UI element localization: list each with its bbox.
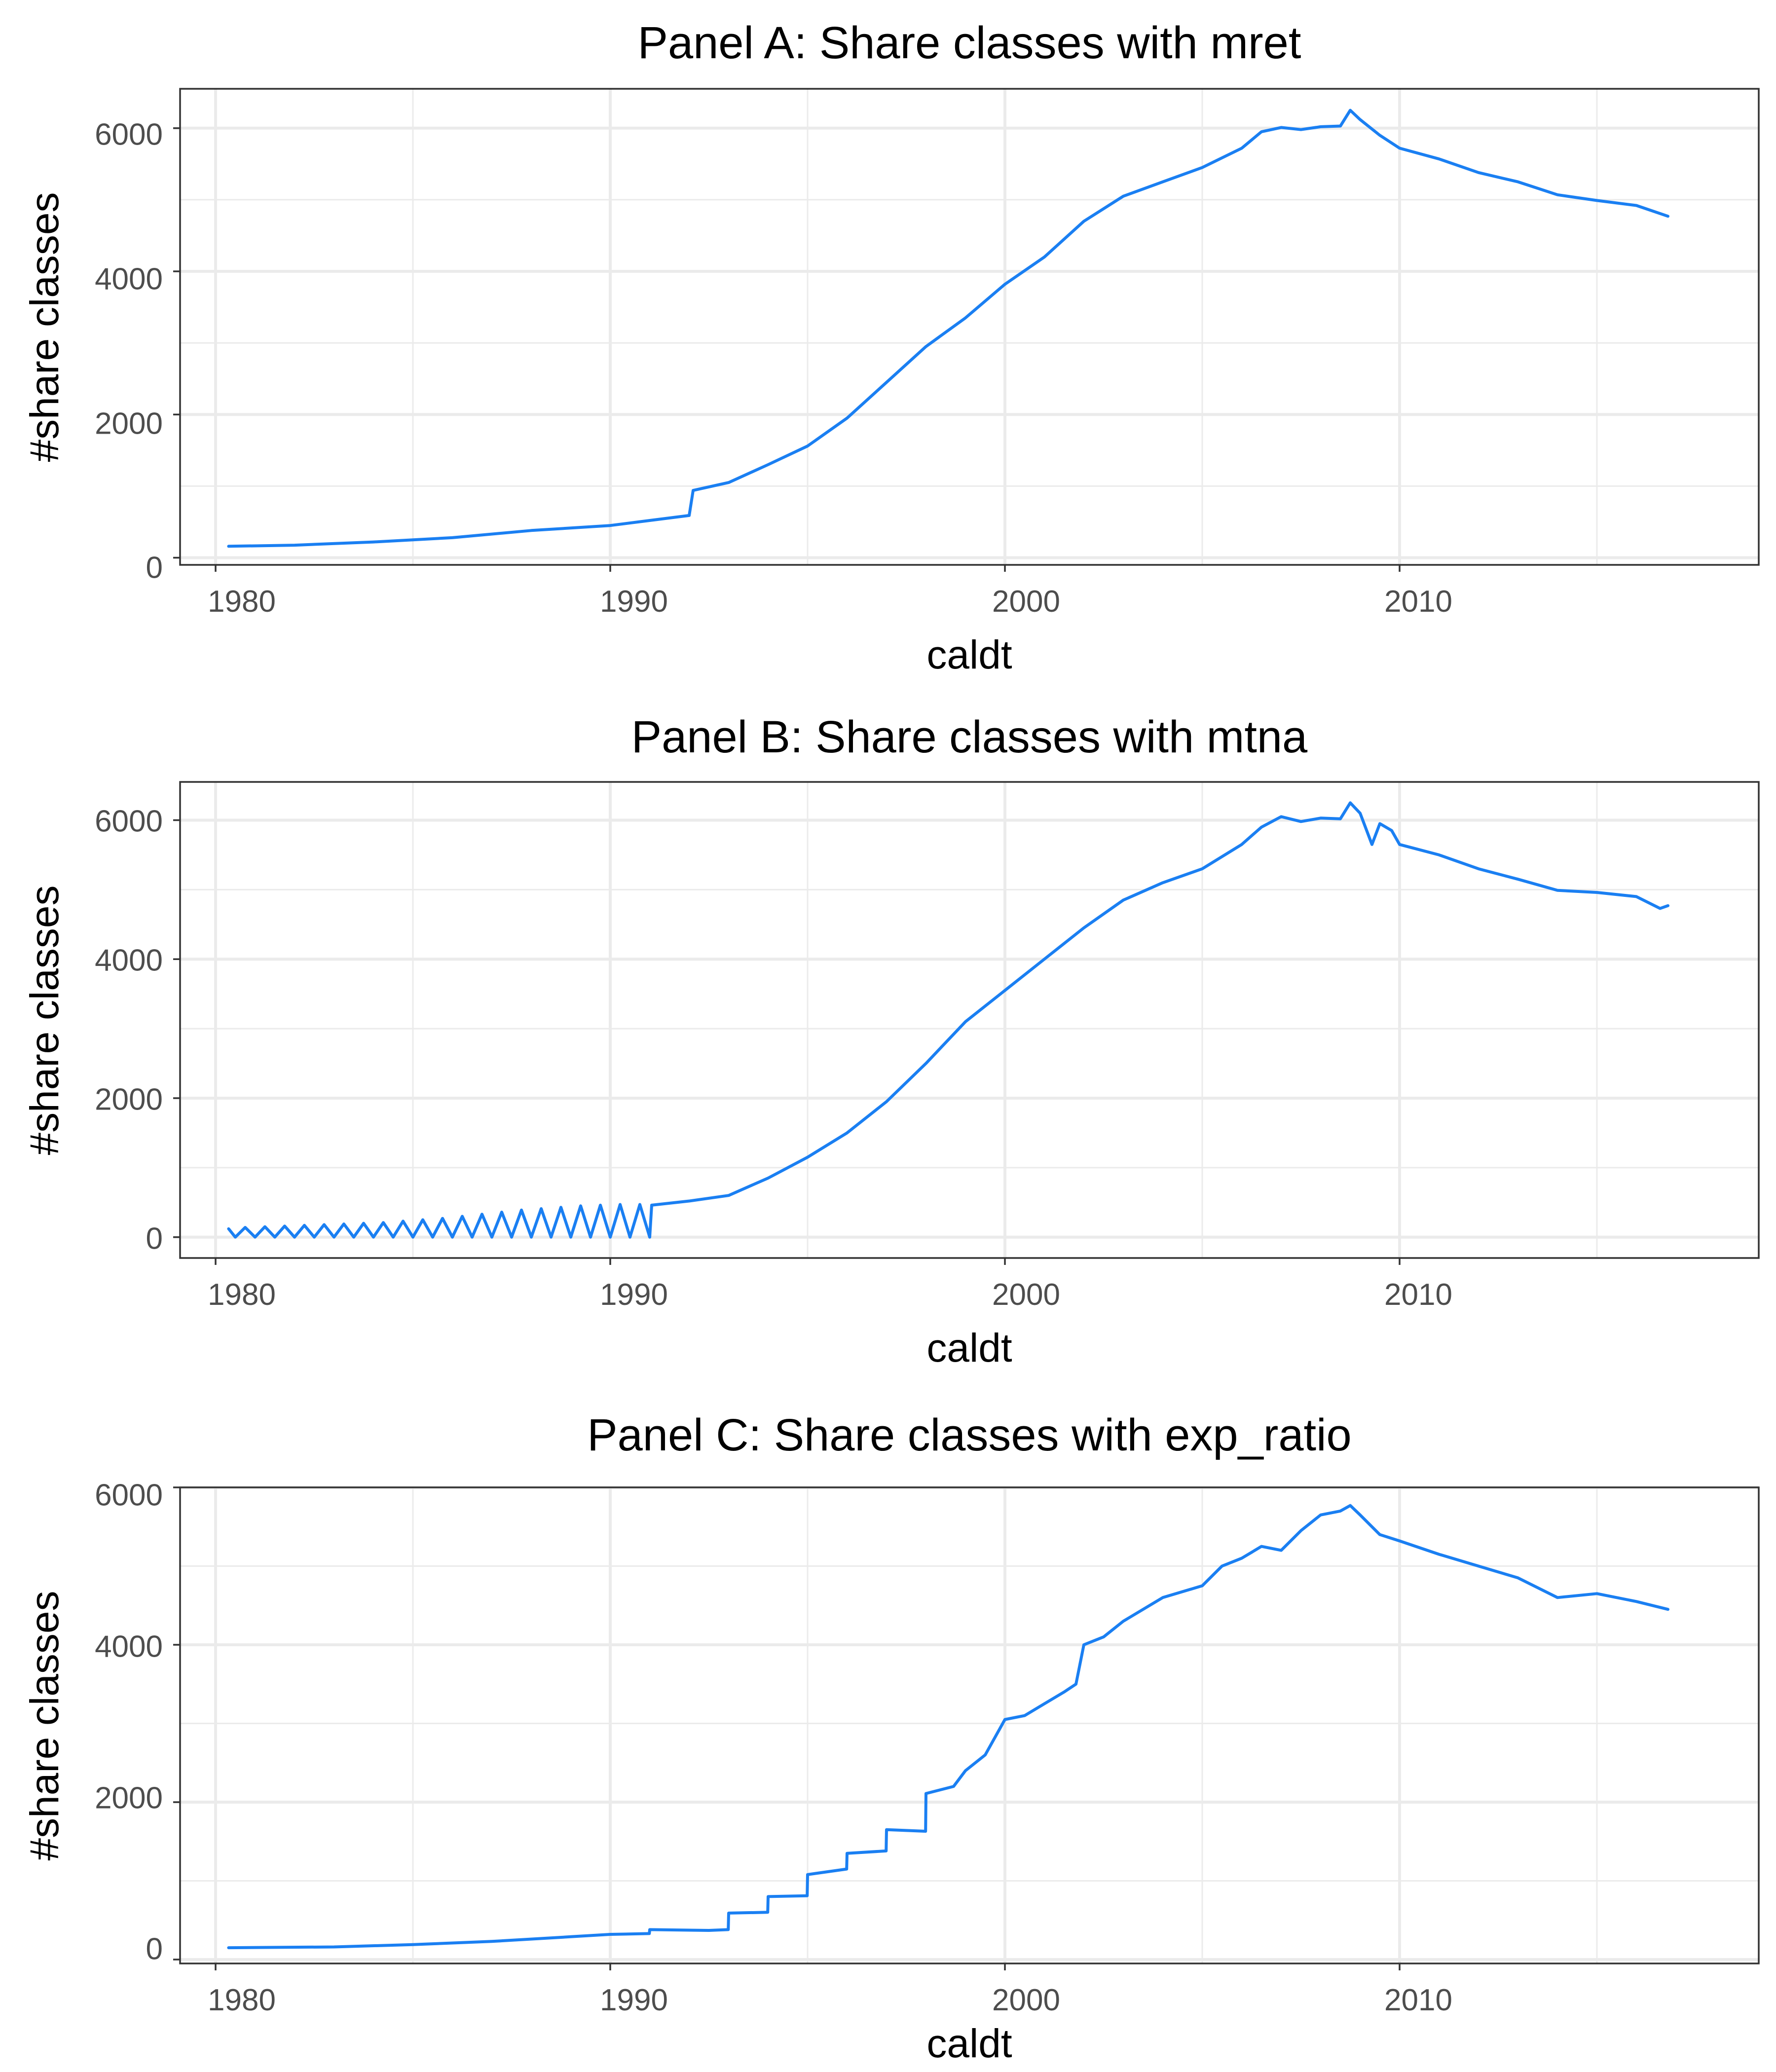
panel-a-title: Panel A: Share classes with mret [638,18,1301,68]
series-line [227,109,1669,548]
panel-b-x-axis-title: caldt [926,1326,1012,1370]
panel-b-grid [180,782,1759,1258]
panel-b: Panel B: Share classes with mtna 0 2000 … [22,712,1760,1370]
panel-b-series-layer [227,801,1669,1239]
panel-c-x-tick-label: 2000 [992,1983,1060,2017]
panel-a-series-layer [227,109,1669,548]
panel-c-y-tick-label: 0 [146,1932,163,1966]
series-line [227,1504,1669,1950]
panel-b-y-tick-label: 4000 [95,943,163,977]
series-line [227,801,1669,1239]
panel-a-x-tick-label: 1980 [208,585,276,619]
panel-c-x-axis-title: caldt [926,2021,1012,2066]
panel-c-y-tick-label: 4000 [95,1629,163,1664]
panel-b-x-tick-label: 1980 [208,1278,276,1312]
panel-b-x-tick-label: 2010 [1384,1278,1452,1312]
panel-a-x-tick-label: 2010 [1384,585,1452,619]
panel-c: Panel C: Share classes with exp_ratio 0 … [22,1410,1760,2066]
panel-c-x-tick-label: 1980 [208,1983,276,2017]
panel-c-y-axis-title: #share classes [22,1591,67,1861]
panel-b-y-tick-label: 2000 [95,1082,163,1116]
panel-b-y-tick-label: 0 [146,1221,163,1256]
panel-c-x-tick-label: 1990 [600,1983,668,2017]
panel-c-plot-border [179,1486,1760,1964]
panel-a-y-tick-label: 6000 [95,117,163,151]
panel-c-ticks [173,1486,1401,1970]
panel-a-plot-border [179,88,1760,566]
panel-b-y-axis-title: #share classes [22,886,67,1155]
panel-b-x-tick-label: 1990 [600,1278,668,1312]
panel-c-series-layer [227,1504,1669,1950]
panel-a-ticks [173,127,1401,572]
panel-a-x-tick-label: 2000 [992,585,1060,619]
panel-a-x-tick-label: 1990 [600,585,668,619]
panel-b-x-tick-label: 2000 [992,1278,1060,1312]
panel-b-ticks [173,819,1401,1265]
panel-b-title: Panel B: Share classes with mtna [631,712,1308,762]
panel-b-y-tick-label: 6000 [95,804,163,838]
panel-a-y-tick-label: 0 [146,551,163,585]
panel-b-plot-border [179,781,1760,1259]
panel-a-x-axis-title: caldt [926,632,1012,677]
panel-a-y-axis-title: #share classes [22,192,67,462]
panel-c-title: Panel C: Share classes with exp_ratio [587,1410,1351,1460]
panel-a: Panel A: Share classes with mret 0 2000 … [22,18,1760,677]
panel-c-y-tick-label: 2000 [95,1781,163,1815]
panel-c-y-tick-label: 6000 [95,1478,163,1512]
panel-c-x-tick-label: 2010 [1384,1983,1452,2017]
panel-a-y-tick-label: 2000 [95,407,163,441]
panel-a-y-tick-label: 4000 [95,262,163,296]
